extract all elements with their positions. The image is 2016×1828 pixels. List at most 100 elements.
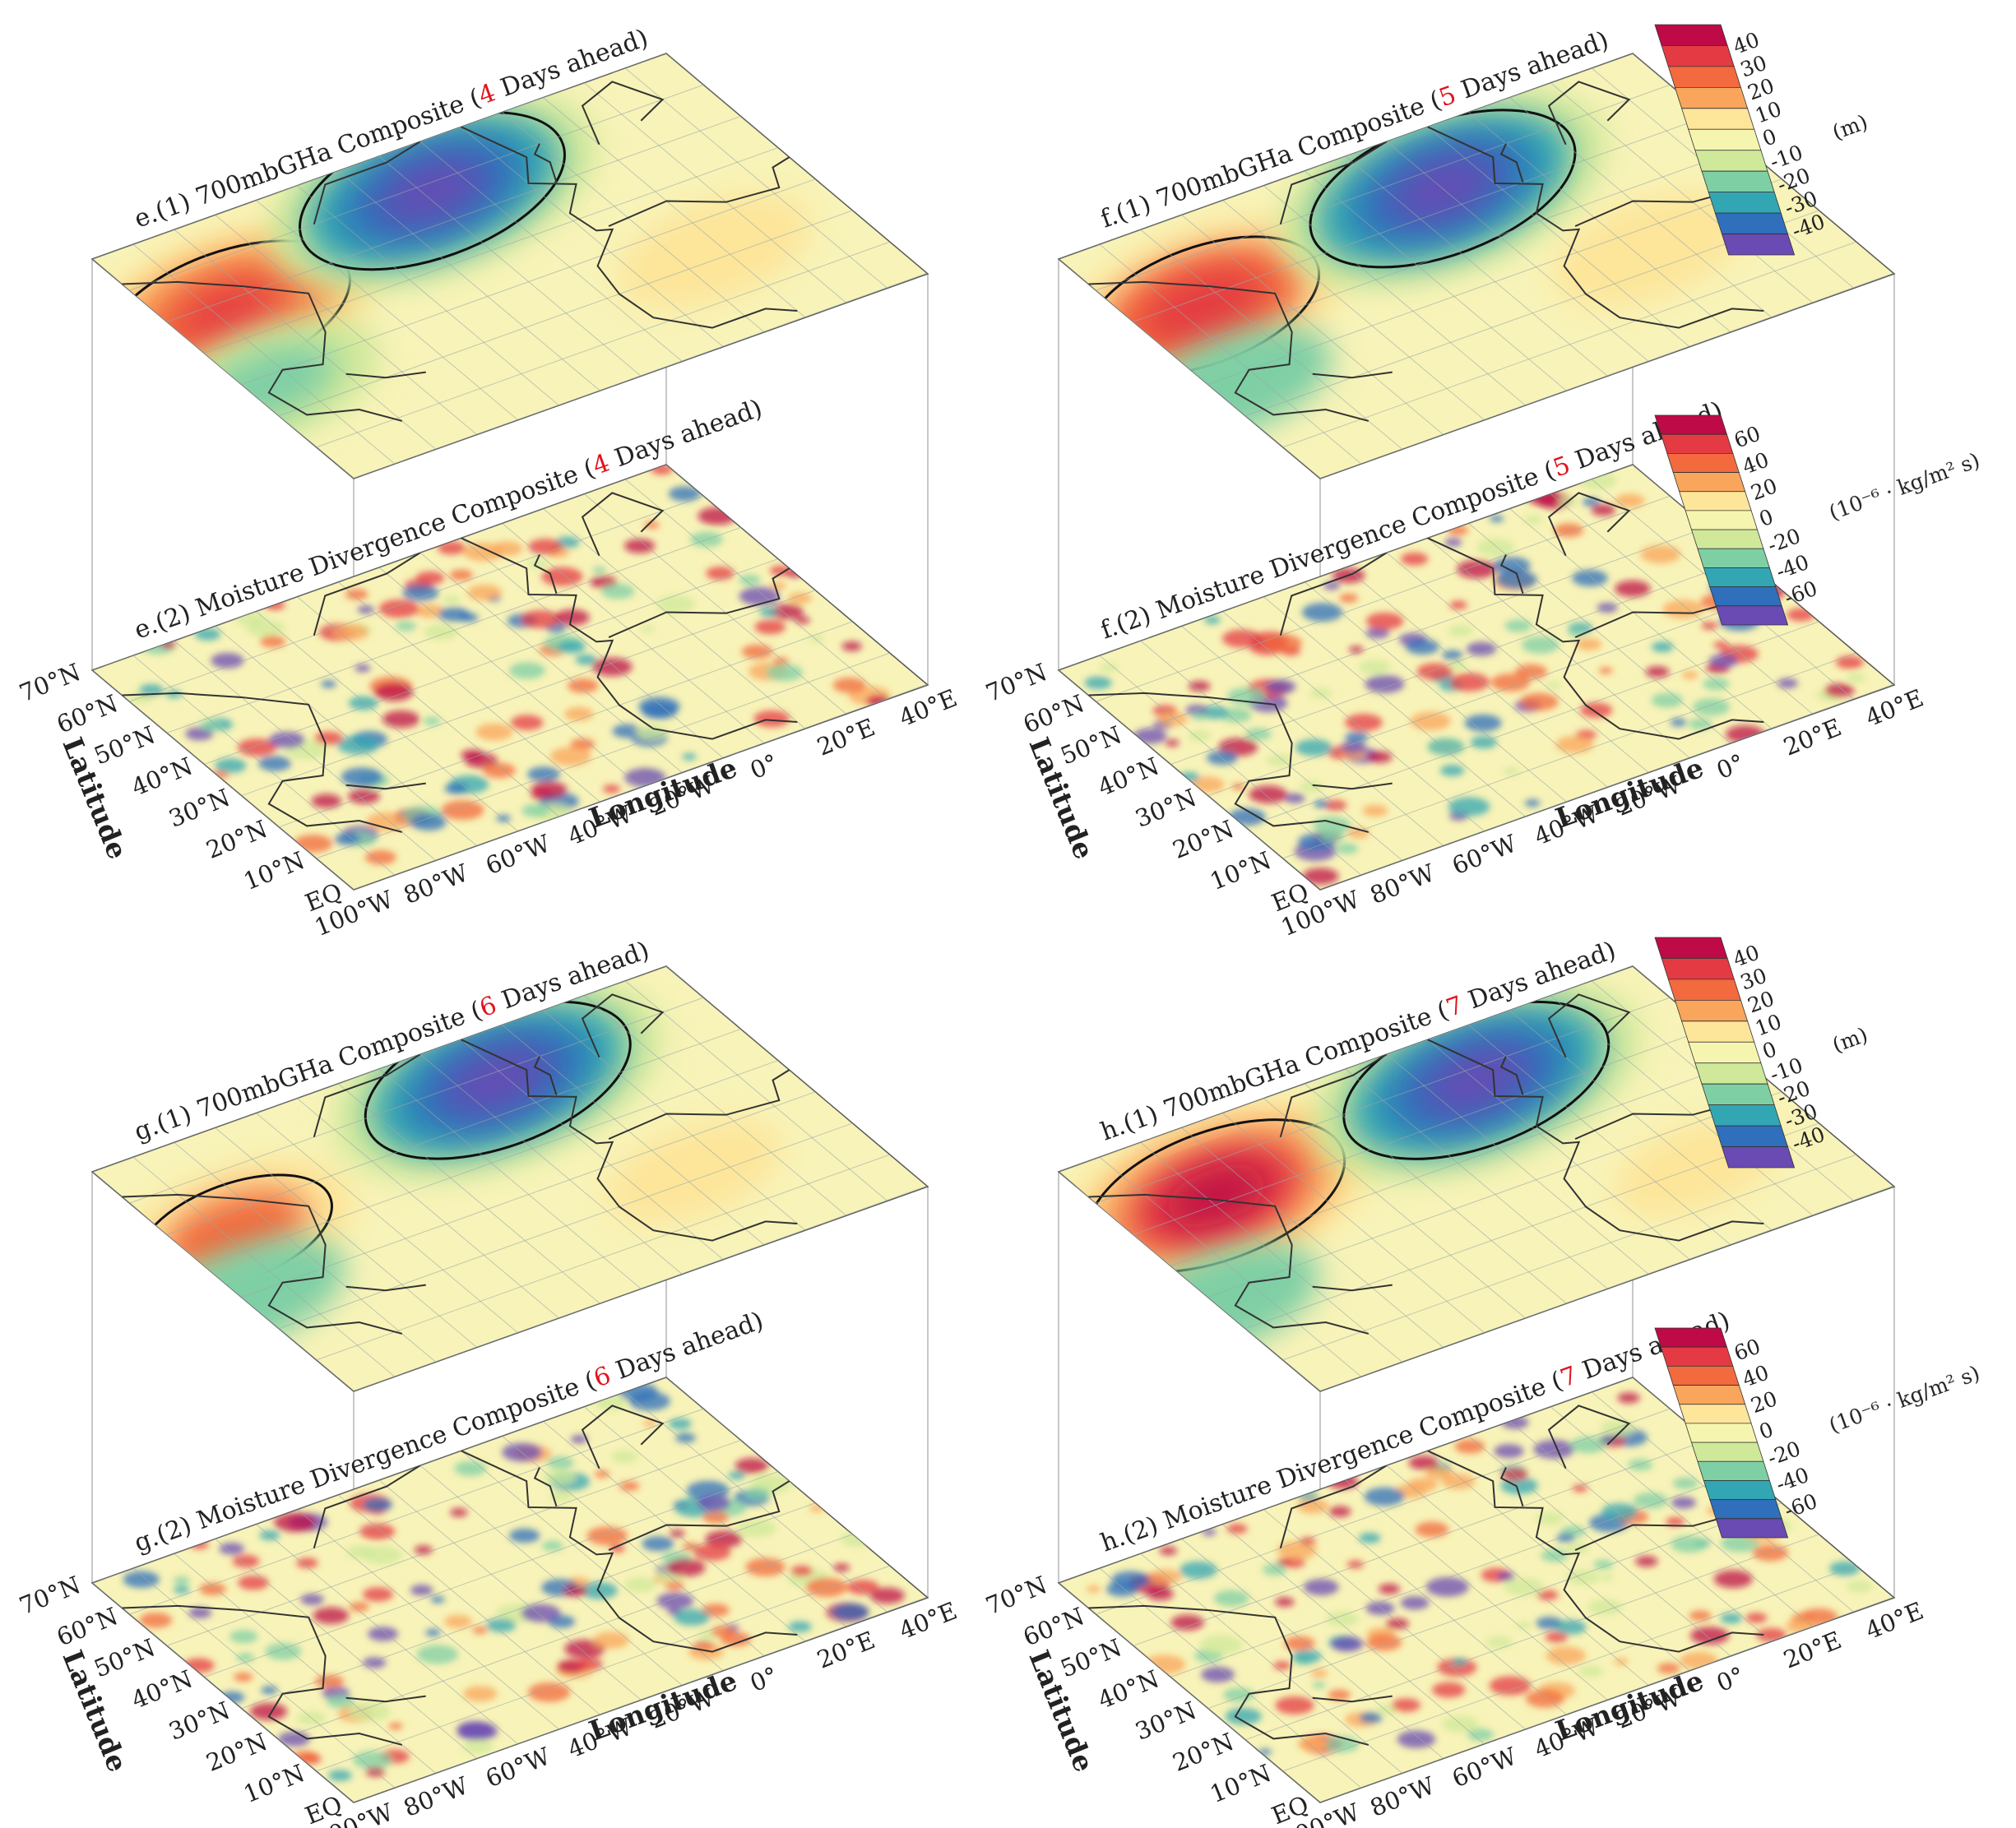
grid-line-lon (256, 1113, 518, 1333)
grid-line-lat (1207, 178, 1782, 386)
md-anomaly-cell (188, 1607, 212, 1618)
grid-line-lat (1244, 1534, 1820, 1741)
md-anomaly-cell (1521, 636, 1560, 654)
colorbar-bin (1701, 1083, 1775, 1106)
md-anomaly-cell (402, 584, 439, 602)
md-anomaly-cell (531, 781, 568, 798)
grid-line-lon (92, 1582, 355, 1803)
layer-moisture-divergence (1057, 464, 1896, 891)
grid-line-lon (1386, 552, 1649, 773)
md-graticule (92, 1377, 928, 1803)
md-anomaly-cell (1284, 793, 1305, 803)
colorbar-bin (1714, 1125, 1789, 1147)
md-anomaly-cell (759, 608, 779, 618)
grid-line-lon (1181, 626, 1444, 846)
grid-line-lat (278, 1122, 854, 1330)
colorbar-bin (1688, 1041, 1762, 1064)
md-anomaly-cell (1449, 600, 1467, 609)
md-anomaly-cell (1448, 673, 1490, 692)
md-anomaly-cell (521, 609, 561, 629)
md-graticule (1059, 465, 1894, 890)
grid-line-lon (1059, 669, 1321, 890)
md-anomaly-cell (510, 715, 544, 730)
grid-line-lon (132, 1156, 396, 1377)
md-anomaly-cell (1149, 1569, 1182, 1585)
grid-line-lon (543, 1010, 805, 1230)
md-anomaly-cell (1400, 552, 1429, 566)
md-anomaly-cell (1365, 1601, 1395, 1616)
grid-line-lon (1550, 82, 1813, 303)
grid-line-lat (1282, 652, 1857, 859)
md-anomaly-cell (772, 657, 790, 665)
md-anomaly-cell (832, 678, 866, 693)
lat-tick-label: 60°N (1019, 689, 1088, 738)
md-anomaly-cell (1385, 1618, 1409, 1630)
md-anomaly-cell (1328, 1506, 1351, 1517)
coastline (1547, 993, 1631, 1058)
coastline (533, 554, 558, 594)
md-anomaly-cell (475, 723, 513, 741)
grid-line-lon (1509, 508, 1772, 729)
md-anomaly-cell (1365, 612, 1404, 630)
grid-line-lon (1550, 493, 1813, 715)
md-anomaly-cell (1444, 538, 1462, 547)
md-anomaly-cell (1490, 673, 1530, 692)
lat-tick-label: 40°N (1094, 1664, 1163, 1714)
grid-line-lon (1468, 523, 1731, 743)
grid-line-lat (1319, 1596, 1894, 1803)
md-anomaly-cell (1367, 751, 1393, 763)
md-anomaly-cell (1587, 1599, 1623, 1616)
colorbar-bin (1715, 1518, 1789, 1539)
md-anomaly-cell (219, 1542, 244, 1555)
md-anomaly-cell (1645, 666, 1670, 678)
md-anomaly-cell (521, 803, 550, 817)
grid-line-lon (624, 479, 888, 700)
md-anomaly-cell (1244, 728, 1272, 741)
md-anomaly-cell (463, 1686, 498, 1702)
colorbar-tick: 60 (1731, 1334, 1763, 1365)
md-anomaly-cell (1407, 1478, 1439, 1492)
panel-g: g.(1) 700mbGHa Composite (6 Days ahead)g… (16, 936, 962, 1828)
md-anomaly-cell (642, 702, 678, 720)
grid-line-lon (583, 493, 846, 715)
grid-line-lon (419, 141, 683, 362)
coastline (581, 81, 665, 146)
grid-line-lon (1140, 229, 1403, 450)
colorbar-bin (1679, 491, 1752, 511)
md-anomaly-cell (697, 507, 737, 525)
md-anomaly-cell (1359, 1712, 1383, 1724)
coastline (1547, 81, 1631, 146)
gha-center-positive (1140, 269, 1265, 344)
colorbar-bin (1660, 433, 1734, 454)
md-anomaly-cell (1298, 1737, 1328, 1751)
md-anomaly-cell (521, 1604, 561, 1622)
grid-line-lat (1319, 1185, 1894, 1391)
grid-line-lat (1170, 146, 1745, 354)
grid-line-lon (1468, 1436, 1731, 1656)
grid-line-lon (1263, 1509, 1526, 1730)
md-anomaly-cell (586, 1526, 628, 1546)
md-anomaly-cell (509, 1528, 540, 1543)
md-anomaly-cell (541, 1540, 563, 1552)
md-anomaly-cell (739, 586, 780, 606)
md-anomaly-cell (1640, 544, 1681, 564)
md-anomaly-cell (1546, 681, 1561, 689)
grid-line-lon (132, 655, 396, 876)
grid-line-lon (337, 1083, 600, 1304)
md-anomaly-cell (1448, 797, 1490, 817)
grid-line-lon (132, 1567, 396, 1789)
md-anomaly-cell (194, 627, 221, 641)
md-anomaly-cell (461, 749, 484, 761)
md-anomaly-cell (623, 1577, 656, 1593)
md-anomaly-cell (786, 569, 803, 578)
lat-tick-label: 40°N (1094, 752, 1163, 801)
coastline (1427, 1039, 1764, 1242)
md-anomaly-cell (668, 1418, 692, 1430)
md-anomaly-cell (1397, 1730, 1436, 1748)
md-anomaly-cell (278, 1731, 310, 1747)
md-anomaly-cell (1292, 1650, 1322, 1664)
md-anomaly-cell (1703, 678, 1730, 691)
grid-line-lon (543, 508, 805, 729)
lat-tick-label: 50°N (90, 720, 160, 770)
md-anomaly-cell (123, 1571, 160, 1588)
